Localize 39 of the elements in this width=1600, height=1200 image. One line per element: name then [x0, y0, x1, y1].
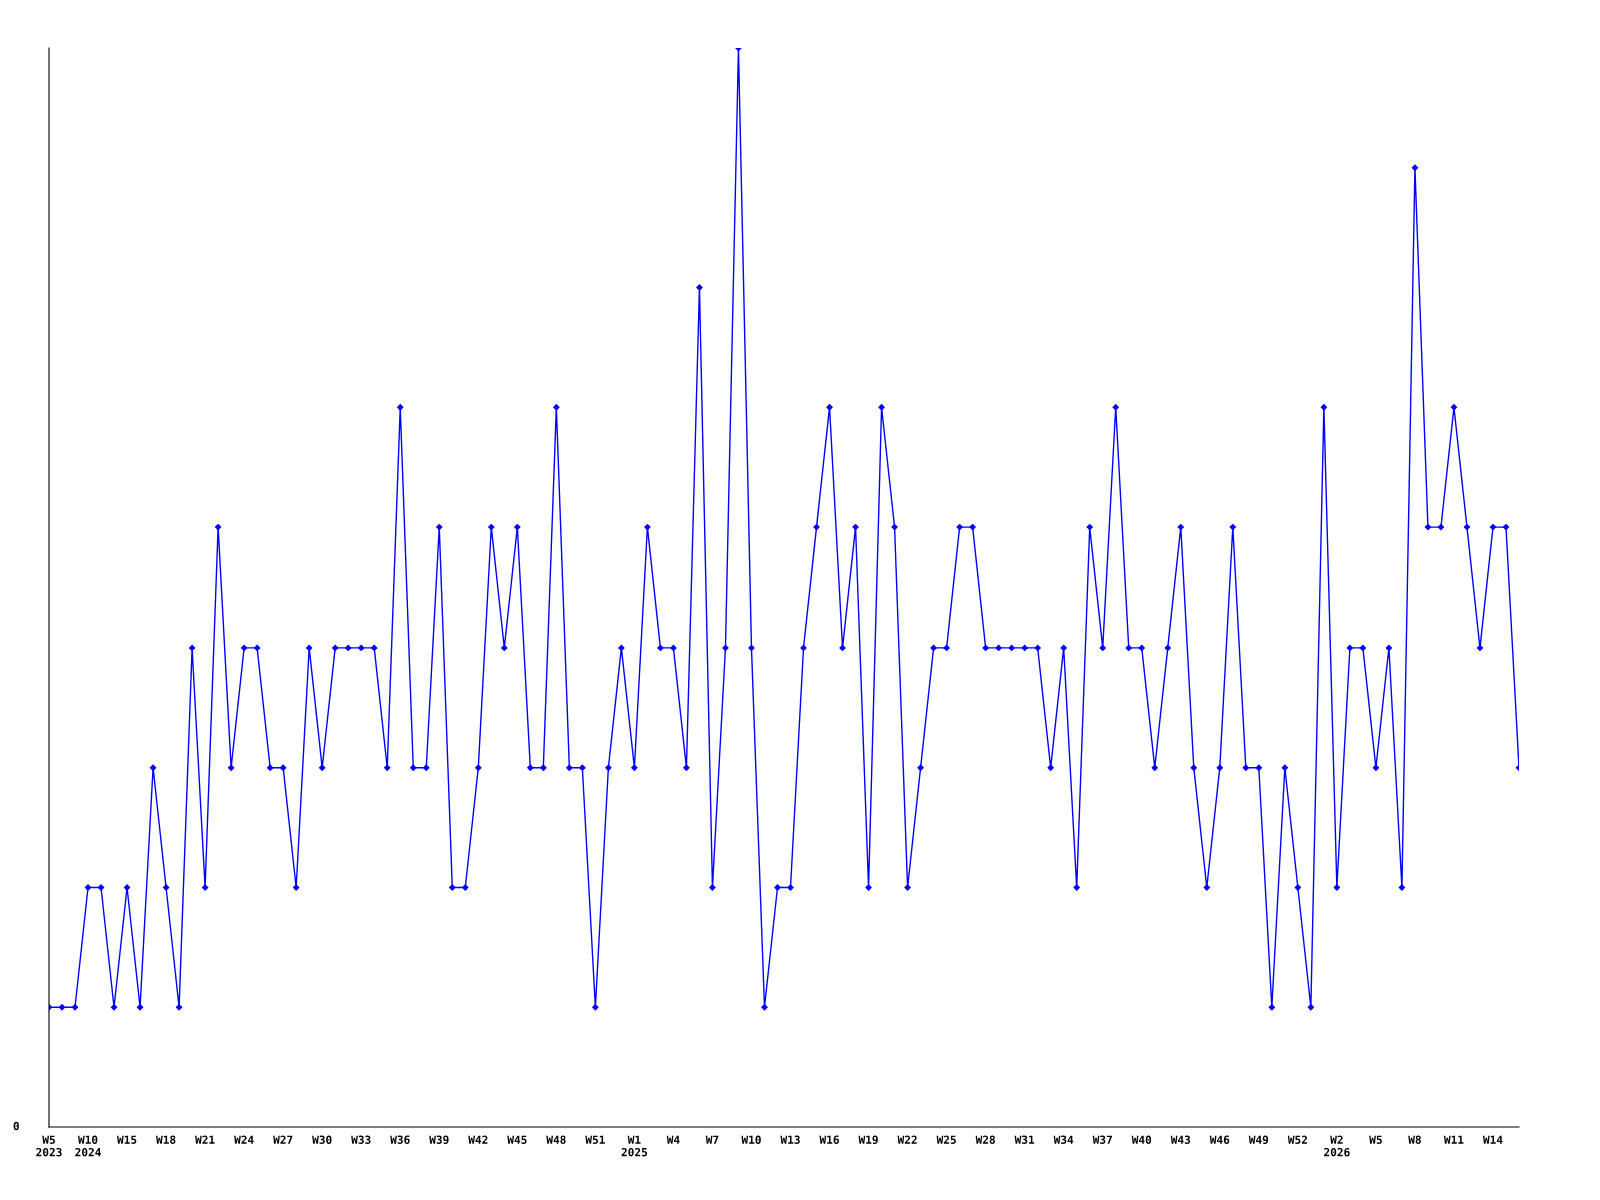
- x-tick-label: W5: [1369, 1135, 1382, 1144]
- x-tick-label: W4: [666, 1135, 680, 1144]
- x-tick-label: W11: [1443, 1135, 1464, 1144]
- x-tick-label: W40: [1131, 1135, 1152, 1144]
- x-tick-label: W10 2024: [75, 1135, 101, 1157]
- x-tick-label: W1 2025: [621, 1135, 648, 1157]
- x-tick-label: W25: [936, 1135, 956, 1144]
- x-tick-label: W48: [546, 1135, 566, 1144]
- x-tick-label: W27: [273, 1135, 293, 1144]
- x-tick-label: W30: [312, 1135, 332, 1144]
- x-tick-label: W37: [1092, 1135, 1112, 1144]
- x-tick-label: W14: [1482, 1135, 1503, 1144]
- x-tick-label: W51: [585, 1135, 605, 1144]
- x-tick-label: W10: [741, 1135, 761, 1144]
- x-tick-label: W46: [1209, 1135, 1230, 1144]
- x-tick-label: W22: [897, 1135, 917, 1144]
- x-tick-label: W42: [468, 1135, 488, 1144]
- x-tick-label: W34: [1053, 1135, 1074, 1144]
- x-tick-label: W31: [1014, 1135, 1035, 1144]
- x-tick-label: W7: [705, 1135, 719, 1144]
- x-tick-label: W16: [819, 1135, 839, 1144]
- x-tick-label: W2 2026: [1324, 1135, 1350, 1157]
- x-tick-label: W45: [507, 1135, 527, 1144]
- x-tick-label: W24: [234, 1135, 254, 1144]
- x-tick-label: W21: [195, 1135, 215, 1144]
- x-tick-label: W28: [975, 1135, 995, 1144]
- x-tick-label: W8: [1408, 1135, 1421, 1144]
- x-tick-label: W33: [351, 1135, 371, 1144]
- x-tick-label: W5 2023: [36, 1135, 62, 1157]
- x-tick-label: W49: [1248, 1135, 1269, 1144]
- x-tick-label: W36: [390, 1135, 410, 1144]
- x-tick-label: W18: [156, 1135, 176, 1144]
- x-tick-label: W52: [1287, 1135, 1307, 1144]
- x-tick-label: W39: [429, 1135, 449, 1144]
- x-tick-label: W19: [858, 1135, 878, 1144]
- x-tick-label: W15: [117, 1135, 137, 1144]
- x-tick-label: W43: [1170, 1135, 1191, 1144]
- text: 0: [13, 1121, 19, 1131]
- x-tick-label: W13: [780, 1135, 800, 1144]
